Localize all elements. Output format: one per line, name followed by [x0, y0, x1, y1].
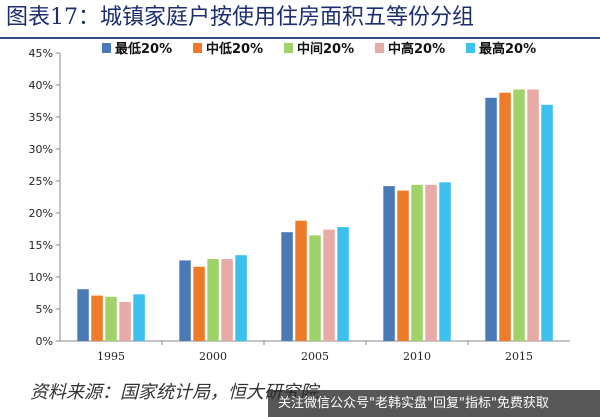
- legend-label: 中低20%: [206, 41, 263, 57]
- y-tick-label: 35%: [29, 111, 53, 124]
- bar-chart: 0% 5% 10% 15% 20% 25% 30% 35% 40% 45% 1995 2000 2005…: [29, 41, 570, 363]
- bar-2000-1: [193, 266, 205, 341]
- bar-2010-3: [425, 184, 437, 341]
- legend-swatch: [102, 43, 111, 53]
- bar-2015-4: [541, 104, 553, 341]
- source-note: 资料来源：国家统计局，恒大研究院: [30, 382, 318, 403]
- y-tick-label: 40%: [29, 79, 53, 92]
- watermark-banner: 关注微信公众号"老韩实盘"回复"指标"免费获取: [268, 390, 600, 417]
- bar-2010-0: [383, 186, 395, 341]
- legend-swatch: [375, 43, 384, 53]
- bar-2005-0: [281, 232, 293, 341]
- bar-2005-3: [323, 229, 335, 341]
- x-tick-label: 2010: [403, 350, 431, 363]
- bar-1995-0: [77, 289, 89, 341]
- bar-2010-4: [439, 182, 451, 341]
- bar-1995-2: [105, 296, 117, 341]
- legend-label: 中高20%: [388, 41, 445, 57]
- bar-2000-0: [179, 260, 191, 341]
- legend-swatch: [466, 43, 475, 53]
- legend-swatch: [284, 43, 293, 53]
- y-tick-label: 30%: [29, 143, 53, 156]
- x-tick-label: 2000: [199, 350, 227, 363]
- y-tick-label: 10%: [29, 271, 53, 284]
- bar-2000-3: [221, 259, 233, 341]
- bar-2010-2: [411, 184, 423, 341]
- x-tick-label: 2005: [301, 350, 329, 363]
- bar-1995-1: [91, 295, 103, 341]
- x-tick-label: 2015: [505, 350, 533, 363]
- bar-2015-1: [499, 92, 511, 341]
- bar-2005-2: [309, 235, 321, 341]
- bar-1995-3: [119, 302, 131, 341]
- legend-label: 中间20%: [297, 41, 354, 57]
- y-tick-label: 25%: [29, 175, 53, 188]
- bar-2005-4: [337, 227, 349, 341]
- legend-swatch: [193, 43, 202, 53]
- bar-2010-1: [397, 190, 409, 341]
- bar-2015-2: [513, 89, 525, 341]
- bar-2000-4: [235, 255, 247, 341]
- bar-2015-3: [527, 89, 539, 341]
- legend-label: 最高20%: [479, 41, 536, 57]
- bar-1995-4: [133, 294, 145, 341]
- bar-2015-0: [485, 97, 497, 341]
- legend-label: 最低20%: [115, 41, 172, 57]
- y-tick-label: 15%: [29, 239, 53, 252]
- y-tick-label: 5%: [36, 303, 53, 316]
- y-tick-label: 20%: [29, 207, 53, 220]
- title-divider: [0, 37, 600, 39]
- bar-2000-2: [207, 259, 219, 341]
- y-tick-label: 0%: [36, 335, 53, 348]
- y-tick-label: 45%: [29, 47, 53, 60]
- chart-title: 图表17：城镇家庭户按使用住房面积五等份分组: [6, 5, 474, 30]
- x-tick-label: 1995: [97, 350, 125, 363]
- bar-2005-1: [295, 220, 307, 341]
